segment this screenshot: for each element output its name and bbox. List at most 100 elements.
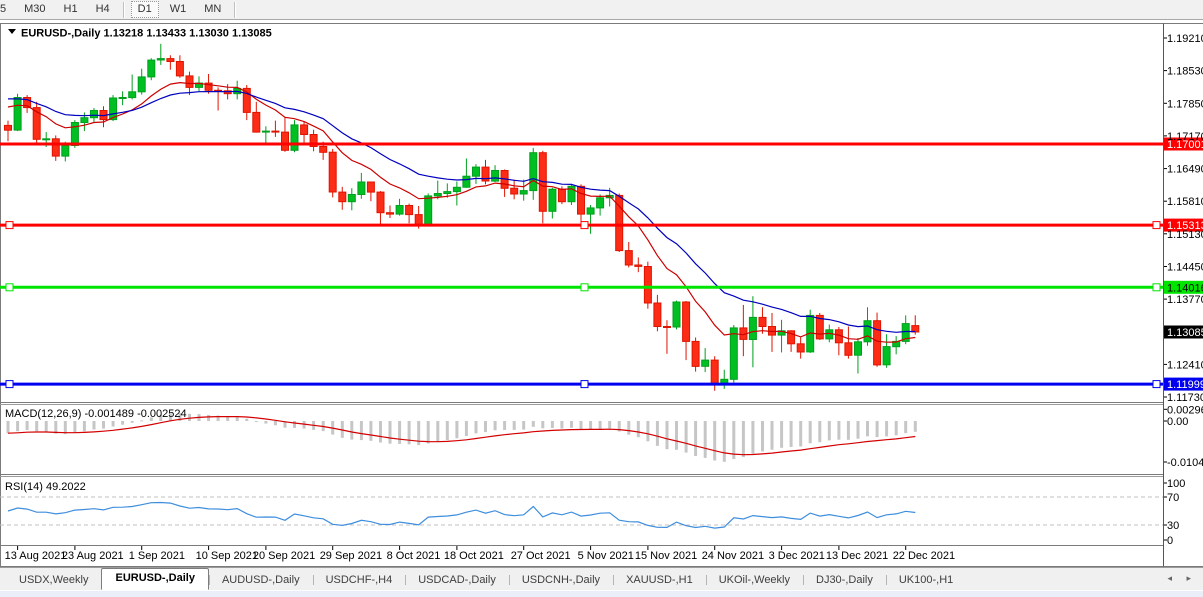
date-tick-label: 13 Aug 2021 — [5, 550, 67, 562]
hline-drag-marker[interactable] — [5, 221, 14, 230]
timeframe-button-mn[interactable]: MN — [204, 3, 222, 15]
candle — [796, 337, 805, 359]
candle-body — [472, 166, 480, 177]
macd-histogram-bar — [54, 421, 58, 434]
hline-drag-marker[interactable] — [1152, 221, 1161, 230]
candle — [567, 183, 576, 205]
macd-histogram-bar — [293, 421, 296, 428]
candle-body — [118, 97, 127, 99]
candle-body — [901, 323, 910, 342]
symbol-tab-usdcad-daily[interactable]: USDCAD-,Daily — [405, 570, 509, 590]
hline-drag-marker[interactable] — [580, 380, 589, 389]
chart-background — [0, 20, 1203, 567]
candle — [624, 242, 633, 268]
candle — [643, 261, 652, 309]
symbol-tab-usdchf-h4[interactable]: USDCHF-,H4 — [312, 570, 406, 590]
hline-price-tag-text: 1.11999 — [1167, 379, 1203, 391]
candlesticks — [4, 43, 920, 391]
macd-histogram-bar — [407, 421, 411, 445]
date-tick-label: 27 Oct 2021 — [511, 550, 571, 562]
timeframe-button-h1[interactable]: H1 — [63, 3, 78, 15]
horizontal-line-objects[interactable]: 1.17001 1.15313 1.14016 1.11999 — [0, 137, 1203, 392]
chart-title-collapse-icon[interactable] — [8, 29, 16, 34]
hline-drag-marker[interactable] — [5, 283, 14, 292]
macd-histogram-bar — [665, 421, 669, 450]
candle — [328, 148, 337, 198]
candle — [491, 165, 500, 182]
symbol-tab-audusd-daily[interactable]: AUDUSD-,Daily — [208, 570, 313, 590]
hline-drag-marker[interactable] — [580, 221, 589, 230]
macd-histogram-bar — [827, 421, 831, 441]
rsi-axis-label: 0 — [1167, 535, 1173, 547]
candle — [290, 120, 299, 153]
timeframe-button-w1[interactable]: W1 — [169, 3, 187, 15]
symbol-tab-xauusd-h1[interactable]: XAUUSD-,H1 — [613, 570, 706, 590]
candle-body — [653, 302, 662, 327]
timeframe-button-5[interactable]: 5 — [0, 3, 7, 15]
candle — [281, 117, 289, 152]
hline-price-tag — [1164, 280, 1203, 294]
candle-body — [663, 326, 671, 328]
candle — [300, 121, 309, 144]
candle — [395, 198, 404, 216]
macd-histogram-bar — [350, 421, 354, 440]
candle — [242, 85, 251, 121]
candle — [615, 193, 624, 253]
moving-average-20 — [7, 90, 916, 333]
price-chart-canvas[interactable]: 1.17001 1.15313 1.14016 1.11999 1.19210 1.18… — [0, 20, 1203, 567]
price-tick-label: 1.16490 — [1167, 164, 1203, 176]
macd-histogram-bar — [82, 421, 86, 432]
candle-body — [510, 187, 519, 195]
candle-body — [701, 359, 710, 367]
candle — [596, 194, 605, 216]
tab-scroll-arrows[interactable]: ◂ ▸ — [1167, 573, 1197, 583]
candle-body — [634, 264, 643, 267]
macd-histogram-bar — [369, 421, 373, 441]
price-tick-label: 1.17170 — [1167, 131, 1203, 143]
timeframe-button-h4[interactable]: H4 — [95, 3, 110, 15]
candle — [663, 320, 671, 354]
candle — [577, 184, 585, 227]
macd-histogram-bar — [63, 421, 67, 435]
price-axis[interactable]: 1.19210 1.18530 1.17850 1.17170 1.16490 1.158… — [1164, 33, 1203, 404]
candle-body — [491, 170, 500, 182]
candle — [729, 325, 738, 383]
symbol-tab-uk100-h1[interactable]: UK100-,H1 — [885, 570, 966, 590]
symbol-tab-usdcnh-daily[interactable]: USDCNH-,Daily — [508, 570, 613, 590]
macd-histogram-bar — [818, 421, 822, 443]
candle-body — [796, 343, 805, 353]
candle-body — [32, 107, 41, 140]
candle — [472, 164, 480, 184]
timeframe-button-m30[interactable]: M30 — [24, 3, 46, 15]
macd-histogram-bar — [188, 413, 191, 421]
macd-histogram-bar — [111, 421, 115, 427]
timeframe-button-d1[interactable]: D1 — [130, 1, 159, 18]
macd-histogram-bar — [379, 421, 382, 443]
macd-panel: 0.0029660.00 -0.01042 — [6, 404, 1203, 469]
hline-drag-marker[interactable] — [1152, 380, 1161, 389]
macd-histogram-bar — [541, 421, 545, 429]
candle — [338, 186, 347, 210]
macd-histogram-bar — [885, 421, 889, 437]
symbol-tab-usdx-weekly[interactable]: USDX,Weekly — [19, 574, 89, 586]
symbol-tab-eurusd-daily[interactable]: EURUSD-,Daily — [101, 568, 209, 590]
candle — [701, 348, 710, 373]
macd-histogram-bar — [560, 421, 564, 429]
candle-body — [787, 330, 796, 345]
candle-body — [252, 111, 261, 133]
rsi-indicator-label: RSI(14) 49.2022 — [5, 481, 86, 493]
candle — [347, 188, 356, 211]
candle-body — [328, 151, 337, 193]
candle — [758, 307, 767, 334]
candle — [682, 301, 691, 361]
hline-drag-marker[interactable] — [5, 380, 14, 389]
candle-body — [347, 194, 356, 203]
macd-axis-label: 0.002966 — [1167, 404, 1203, 416]
candle — [844, 326, 853, 359]
symbol-tab-dj30-daily[interactable]: DJ30-,Daily — [803, 570, 886, 590]
hline-drag-marker[interactable] — [580, 283, 589, 292]
hline-drag-marker[interactable] — [1152, 283, 1161, 292]
symbol-tab-ukoil-weekly[interactable]: UKOil-,Weekly — [705, 570, 803, 590]
macd-histogram-bar — [44, 421, 48, 433]
